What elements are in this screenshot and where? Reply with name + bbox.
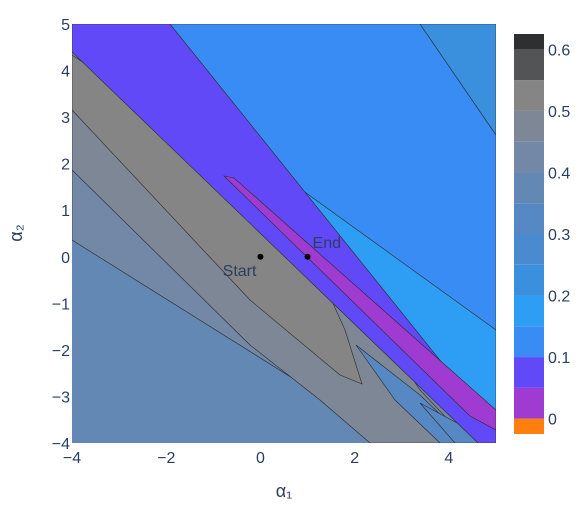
colorbar-tick-label: 0.4: [548, 165, 570, 182]
point-label-end: End: [313, 235, 341, 252]
x-tick-label: −2: [157, 450, 175, 467]
colorbar-segment: [514, 326, 544, 358]
y-tick-label: 5: [61, 17, 70, 34]
y-tick-label: 3: [61, 110, 70, 127]
y-tick-label: −1: [52, 296, 70, 313]
x-tick-label: 4: [444, 450, 453, 467]
y-tick-label: 2: [61, 157, 70, 174]
y-tick-label: 0: [61, 250, 70, 267]
colorbar-tick-label: 0.1: [548, 350, 570, 367]
y-tick-label: −4: [52, 436, 70, 453]
x-axis-title: α₁: [276, 481, 292, 501]
colorbar-tick-label: 0.6: [548, 42, 570, 59]
y-axis-ticks: −4 −3 −2 −1 0 1 2 3 4 5: [52, 17, 70, 453]
colorbar-segment: [514, 387, 544, 419]
point-label-start: Start: [223, 263, 257, 280]
y-tick-label: −2: [52, 343, 70, 360]
x-tick-label: 0: [256, 450, 265, 467]
contour-plot-area: [72, 24, 496, 443]
colorbar-segment: [514, 295, 544, 327]
colorbar-segment: [514, 203, 544, 234]
x-tick-label: −4: [63, 450, 81, 467]
colorbar-ticks: 0 0.1 0.2 0.3 0.4 0.5 0.6: [548, 42, 570, 428]
colorbar: [514, 34, 544, 434]
colorbar-segment: [514, 141, 544, 173]
point-marker-end: [304, 253, 311, 260]
colorbar-segment: [514, 264, 544, 296]
point-marker-start: [257, 253, 264, 260]
colorbar-segment: [514, 357, 544, 388]
colorbar-tick-label: 0.2: [548, 289, 570, 306]
y-tick-label: −3: [52, 389, 70, 406]
colorbar-segment: [514, 110, 544, 142]
x-axis-ticks: −4 −2 0 2 4: [63, 450, 454, 467]
colorbar-tick-label: 0.3: [548, 227, 570, 244]
contour-region-purple-ellipse: [223, 175, 496, 431]
colorbar-segment: [514, 80, 544, 111]
colorbar-segment: [514, 234, 544, 265]
colorbar-segment: [514, 49, 544, 81]
y-tick-label: 1: [61, 203, 70, 220]
colorbar-tick-label: 0: [548, 412, 557, 429]
contour-region-light-blue-corner: [419, 24, 496, 136]
colorbar-segment: [514, 172, 544, 204]
colorbar-tick-label: 0.5: [548, 104, 570, 121]
y-axis-title: α₂: [6, 224, 26, 241]
y-tick-label: 4: [61, 64, 70, 81]
annotated-points: Start End: [223, 235, 341, 280]
colorbar-segment: [514, 34, 544, 50]
x-tick-label: 2: [350, 450, 359, 467]
colorbar-segment: [514, 418, 544, 434]
